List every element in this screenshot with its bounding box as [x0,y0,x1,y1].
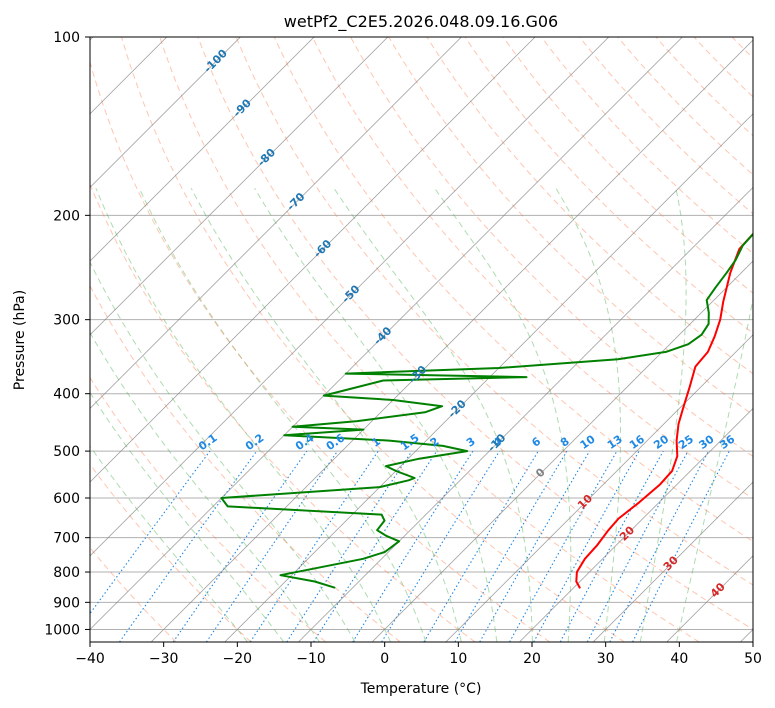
moist-adiabat [555,187,622,642]
y-tick-label: 800 [53,565,80,581]
x-tick-label: 10 [449,651,467,667]
mixing-ratio-line [381,450,500,642]
isotherm-line [90,37,683,631]
y-tick-label: 500 [53,444,80,460]
isotherm-line [224,113,753,642]
y-tick-label: 300 [53,313,80,329]
x-tick-label: 20 [523,651,541,667]
x-axis-title: Temperature (°C) [360,681,482,697]
mixing-ratio-line [172,450,308,642]
dry-adiabat [121,37,625,642]
isotherm-line [90,37,315,262]
x-tick-label: −20 [223,651,253,667]
chart-title: wetPf2_C2E5.2026.048.09.16.G06 [284,12,558,32]
y-tick-label: 700 [53,531,80,547]
y-tick-label: 400 [53,387,80,403]
isotherm-line [90,37,241,189]
y-axis-ticks: 100 200 300 400 500 600 700 800 900 1000 [44,30,90,638]
dry-adiabat [311,37,753,500]
dry-adiabat [90,463,252,642]
mixing-ratio-line [249,450,379,642]
mixing-ratio-line [313,450,438,642]
x-tick-label: −10 [296,651,326,667]
series-line-dewpoint [220,232,753,589]
dry-adiabat [159,37,700,642]
plot-area: 0.1 0.2 0.4 0.6 1 1.5 2 3 4 6 8 10 13 16 20 25 30 36-100-… [90,37,753,642]
mixing-ratio-line [533,450,640,642]
y-tick-label: 900 [53,595,80,611]
mixing-ratio-line [119,450,258,642]
mixing-ratio-line [352,450,474,642]
isotherm-line [519,407,753,642]
isotherm-line [592,481,753,642]
series-line-temperature [575,232,753,589]
dry-adiabat [90,60,551,642]
y-tick-label: 1000 [44,622,80,638]
x-tick-label: −30 [149,651,179,667]
moist-adiabat [190,187,462,642]
dry-adiabat [90,376,327,642]
y-axis-title: Pressure (hPa) [12,290,28,390]
isotherm-line [90,37,462,410]
moist-adiabat [254,187,498,642]
mixing-ratio-line [559,450,664,642]
moist-adiabat [138,187,427,642]
moist-adiabats [90,187,753,642]
dry-adiabat [235,37,753,586]
x-axis-ticks: −40 −30 −20 −10 0 10 20 30 40 50 [75,642,762,667]
mixing-ratio-lines [90,450,730,642]
isotherm-line [90,37,536,483]
isotherm-line [90,37,389,336]
moist-adiabat [90,331,320,642]
mixing-ratio-line [205,450,338,642]
dry-adiabat [502,37,753,294]
moist-adiabat [95,188,392,642]
isotherm-line [150,39,753,642]
dry-adiabats [90,37,753,642]
mixing-ratio-line [90,450,211,615]
moist-adiabat [333,187,533,642]
y-tick-label: 600 [53,491,80,507]
x-tick-label: 50 [744,651,762,667]
isotherm-line [90,37,610,557]
x-tick-label: 0 [380,651,389,667]
moist-adiabat [676,296,753,642]
x-tick-label: −40 [75,651,105,667]
x-tick-label: 40 [670,651,688,667]
mixing-ratio-line [509,450,618,642]
moist-adiabat [90,260,356,642]
dry-adiabat [273,37,753,543]
profile-series [220,232,753,589]
moist-adiabat [639,188,687,642]
mixing-ratio-line [632,450,730,642]
dry-adiabat [197,37,753,630]
isotherm-line [445,334,753,642]
y-tick-label: 100 [53,30,80,46]
y-tick-label: 200 [53,208,80,224]
isotherm-line [371,260,753,642]
x-tick-label: 30 [597,651,615,667]
plot-frame [89,36,754,643]
